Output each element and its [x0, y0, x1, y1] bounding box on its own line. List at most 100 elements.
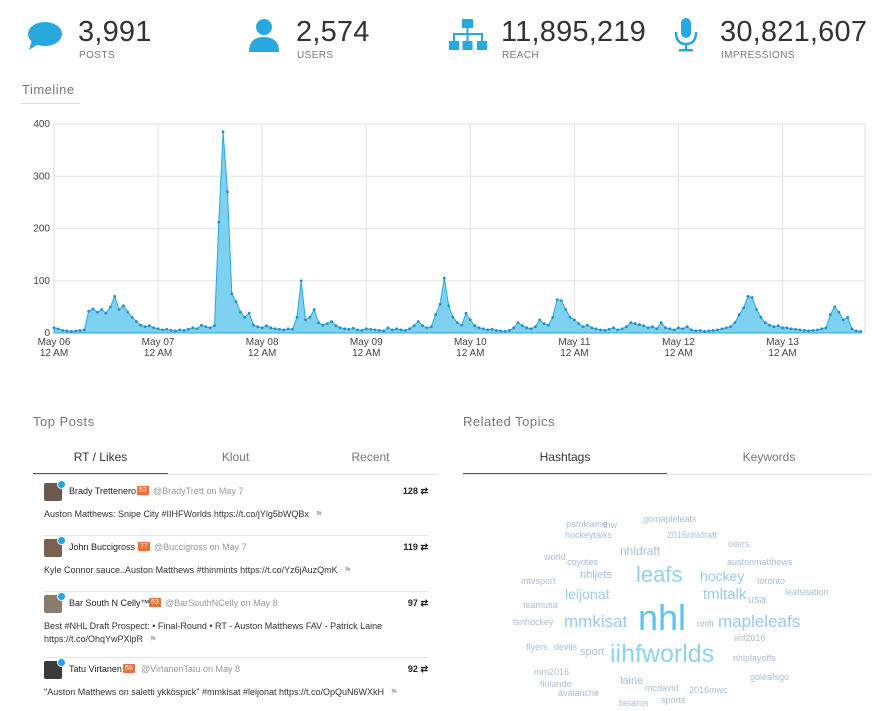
hashtag-finlande[interactable]: finlande [540, 679, 572, 689]
hashtag-austonmatthews[interactable]: austonmatthews [727, 557, 793, 567]
avatar[interactable] [44, 592, 66, 613]
data-point [442, 276, 446, 280]
avatar[interactable] [44, 480, 66, 501]
data-point [668, 327, 672, 331]
hashtag-mmkisat[interactable]: mmkisat [564, 612, 628, 631]
hashtag-flyers[interactable]: flyers [526, 642, 548, 652]
post-handle[interactable]: @VirtanenTatu on May 8 [141, 664, 241, 674]
post-author[interactable]: John Buccigross [69, 542, 136, 552]
data-point [763, 321, 767, 324]
hashtag-toronto[interactable]: toronto [757, 576, 786, 586]
data-point [152, 326, 156, 330]
data-point [312, 308, 316, 311]
stat-value: 30,821,607 [720, 16, 868, 48]
hashtag-devils[interactable]: devils [554, 642, 578, 652]
data-point [408, 327, 411, 331]
x-tick-label: May 07 [142, 337, 175, 348]
hashtag-laine[interactable]: laine [620, 675, 644, 687]
data-point [356, 328, 359, 332]
tab-rt-likes[interactable]: RT / Likes [33, 448, 168, 474]
data-point [226, 190, 229, 194]
hashtag-teamusa[interactable]: teamusa [523, 600, 558, 610]
data-point [646, 326, 650, 330]
hashtag-2016nhldraft[interactable]: 2016nhldraft [667, 530, 718, 540]
tab-klout[interactable]: Klout [221, 450, 250, 464]
hashtag-nhlfi[interactable]: nhlfi [697, 619, 714, 629]
hashtag-nhljets[interactable]: nhljets [580, 569, 612, 581]
data-point [828, 313, 832, 317]
data-point [122, 304, 125, 308]
data-point [833, 305, 836, 309]
hashtag-tmltalk[interactable]: tmltalk [703, 586, 747, 603]
top-posts-title: Top Posts [33, 414, 95, 429]
count-value: 119 [403, 542, 418, 552]
hashtag-nhl[interactable]: nhl [638, 597, 687, 638]
flag-icon[interactable]: ⚑ [343, 565, 352, 575]
hashtag-gomapleleafs[interactable]: gomapleleafs [643, 514, 697, 524]
hashtag-iihf2016[interactable]: iihf2016 [734, 633, 766, 643]
flag-icon[interactable]: ⚑ [314, 509, 324, 519]
hashtag-tsnhockey[interactable]: tsnhockey [513, 617, 554, 627]
list-item[interactable]: Brady Trettenero 53 @BradyTrett on May 7… [44, 480, 428, 536]
hashtag-usa[interactable]: usa [748, 594, 766, 606]
hashtag-belarus[interactable]: belarus [619, 698, 649, 708]
tab-keywords[interactable]: Keywords [742, 450, 796, 464]
list-item[interactable]: Bar South N Celly™ 53 @BarSouthNCelly on… [44, 592, 428, 658]
count-value: 97 [407, 598, 418, 608]
data-point [538, 318, 542, 322]
post-handle[interactable]: @Buccigross on May 7 [154, 542, 247, 552]
hashtag-hockey[interactable]: hockey [700, 568, 745, 584]
data-point [269, 326, 273, 330]
list-item[interactable]: Tatu Virtanen 56 @VirtanenTatu on May 8 … [44, 658, 428, 711]
hashtag-sport[interactable]: sport [580, 646, 605, 658]
avatar[interactable] [44, 536, 66, 557]
tab-recent[interactable]: Recent [351, 450, 390, 464]
hashtag-world[interactable]: world [544, 552, 566, 562]
hashtag-leafsnation[interactable]: leafsnation [785, 587, 829, 597]
post-text: Best #NHL Draft Prospect: • Final-Round … [44, 620, 424, 646]
flag-icon[interactable]: ⚑ [149, 634, 158, 644]
stat-value: 2,574 [296, 16, 370, 48]
hashtag-sports[interactable]: sports [661, 695, 686, 705]
hashtag-leafs[interactable]: leafs [636, 562, 683, 587]
post-handle[interactable]: @BradyTrett on May 7 [153, 486, 244, 496]
twitter-icon [57, 658, 66, 667]
hashtag-leijonat[interactable]: leijonat [565, 586, 610, 602]
data-point [690, 328, 693, 332]
retweet-count: 92 ⇄ [408, 664, 428, 675]
post-text-content: "Auston Matthews on saletti ykköspick" #… [44, 687, 385, 697]
post-author[interactable]: Bar South N Celly™ [69, 598, 150, 608]
data-point [182, 329, 186, 332]
hashtag-mapleleafs[interactable]: mapleleafs [718, 612, 801, 631]
data-point [815, 328, 819, 332]
hashtag-oilers[interactable]: oilers [728, 539, 750, 549]
list-item[interactable]: John Buccigross 77 @Buccigross on May 7 … [44, 536, 428, 592]
hashtag-thw[interactable]: thw [603, 520, 618, 530]
flag-icon[interactable]: ⚑ [390, 687, 399, 697]
tab-hashtags[interactable]: Hashtags [463, 448, 667, 474]
data-point [69, 330, 73, 333]
hashtag-iihfworlds[interactable]: iihfworlds [610, 640, 715, 668]
data-point [221, 130, 225, 134]
hashtag-coyotes[interactable]: coyotes [567, 557, 599, 567]
hashtag-2016mwc[interactable]: 2016mwc [689, 685, 728, 695]
data-point [655, 327, 659, 331]
hashtag-nhlplayoffs[interactable]: nhlplayoffs [733, 653, 776, 663]
avatar[interactable] [44, 658, 66, 679]
hashtag-patriklaine[interactable]: patriklaine [566, 519, 608, 529]
hashtag-hockeytalks[interactable]: hockeytalks [565, 530, 613, 540]
data-point [703, 330, 706, 333]
data-point [260, 326, 264, 330]
hashtag-mtvsport[interactable]: mtvsport [521, 576, 556, 586]
hashtag-avalanche[interactable]: avalanche [558, 688, 600, 698]
post-author[interactable]: Brady Trettenero [69, 486, 137, 496]
hashtag-mcdavid[interactable]: mcdavid [645, 683, 679, 693]
data-point [629, 321, 633, 324]
data-point [625, 325, 628, 329]
post-handle[interactable]: @BarSouthNCelly on May 8 [165, 598, 278, 608]
hashtag-goleafsgo[interactable]: goleafsgo [750, 672, 790, 682]
hashtag-nhldraft[interactable]: nhldraft [620, 544, 661, 558]
hashtag-mm2016[interactable]: mm2016 [534, 667, 570, 677]
post-author[interactable]: Tatu Virtanen [69, 664, 122, 674]
